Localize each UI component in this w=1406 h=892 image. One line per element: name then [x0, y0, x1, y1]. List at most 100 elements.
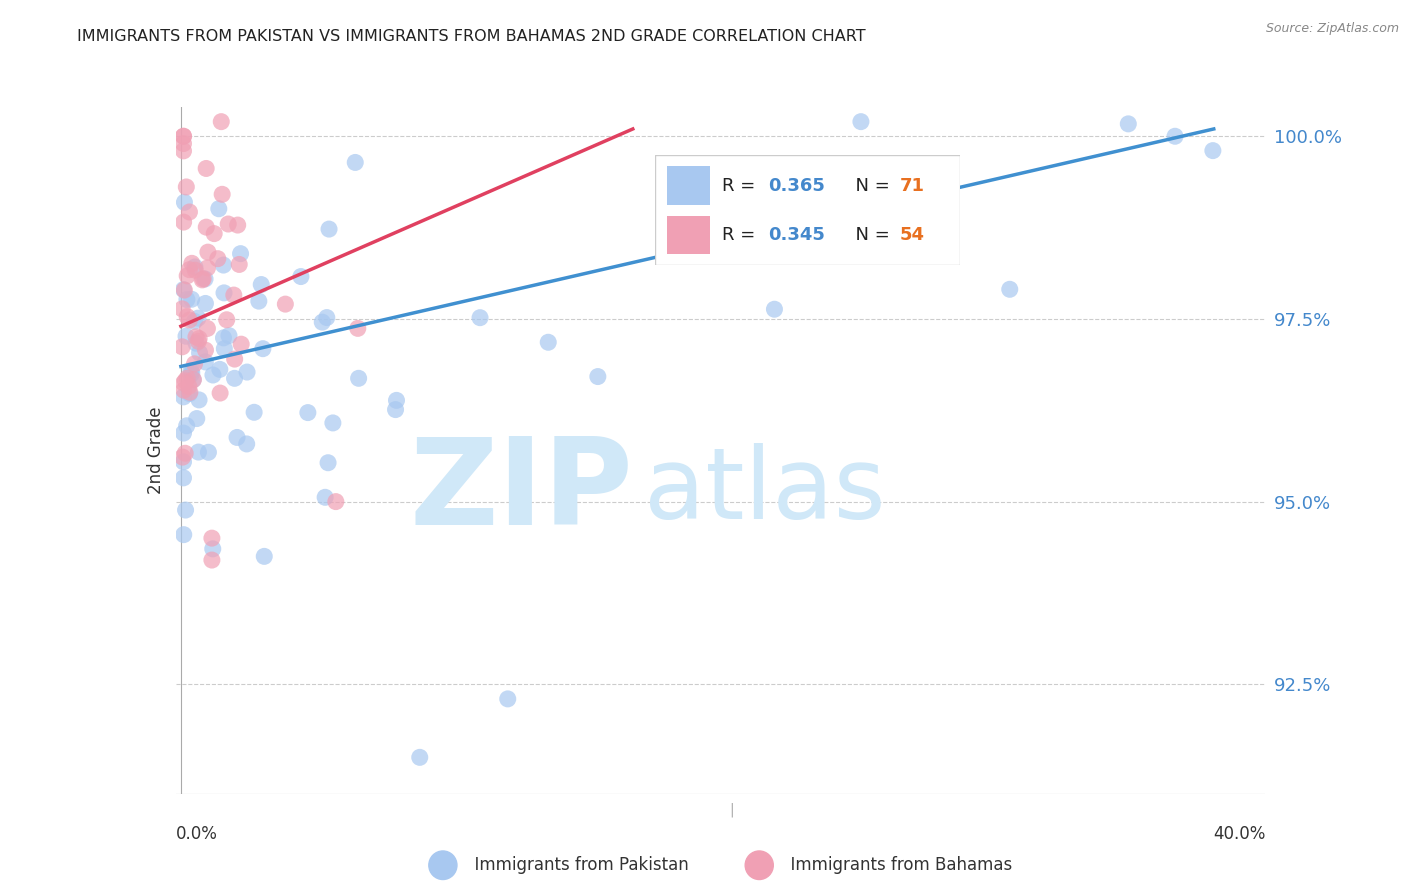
Point: [195, 220, 218, 235]
Point: [188, 392, 211, 407]
Point: [1116, 117, 1139, 131]
Text: atlas: atlas: [644, 443, 886, 541]
Point: [228, 257, 250, 271]
Point: [496, 692, 519, 706]
Point: [181, 373, 204, 387]
Point: [184, 330, 207, 344]
Text: IMMIGRANTS FROM PAKISTAN VS IMMIGRANTS FROM BAHAMAS 2ND GRADE CORRELATION CHART: IMMIGRANTS FROM PAKISTAN VS IMMIGRANTS F…: [77, 29, 866, 44]
Point: [763, 302, 786, 317]
Text: 71: 71: [900, 177, 924, 194]
Point: [231, 337, 253, 351]
Point: [222, 288, 245, 302]
Point: [250, 277, 273, 292]
Point: [179, 205, 201, 219]
Point: [176, 180, 198, 194]
Point: [209, 386, 232, 401]
Point: [201, 541, 224, 556]
Text: R =: R =: [723, 227, 761, 244]
Point: [252, 342, 274, 356]
Text: 40.0%: 40.0%: [1213, 825, 1265, 843]
Ellipse shape: [745, 851, 773, 880]
Point: [253, 549, 276, 564]
Point: [537, 335, 560, 350]
Text: 0.345: 0.345: [768, 227, 825, 244]
Point: [409, 750, 432, 764]
Point: [184, 336, 207, 351]
Point: [347, 371, 370, 385]
Point: [217, 217, 239, 231]
Point: [201, 553, 224, 567]
Point: [187, 334, 209, 349]
Point: [180, 368, 202, 382]
Point: [197, 245, 219, 260]
Point: [274, 297, 297, 311]
Text: Immigrants from Pakistan: Immigrants from Pakistan: [464, 856, 689, 874]
Point: [346, 321, 368, 335]
Point: [173, 129, 195, 144]
Point: [173, 426, 195, 441]
Point: [173, 129, 195, 144]
Point: [236, 365, 259, 379]
Text: 0.0%: 0.0%: [176, 825, 218, 843]
Point: [212, 258, 235, 272]
Point: [180, 256, 202, 270]
Point: [1202, 144, 1225, 158]
Point: [172, 340, 194, 354]
Text: N =: N =: [845, 177, 896, 194]
Y-axis label: 2nd Grade: 2nd Grade: [146, 407, 165, 494]
Point: [208, 362, 231, 376]
Point: [311, 315, 333, 329]
Point: [183, 314, 205, 328]
Point: [173, 144, 195, 158]
FancyBboxPatch shape: [655, 155, 960, 265]
Point: [224, 371, 246, 385]
Text: Immigrants from Bahamas: Immigrants from Bahamas: [780, 856, 1012, 874]
Point: [201, 368, 224, 382]
Point: [173, 136, 195, 151]
Point: [235, 437, 257, 451]
Point: [226, 218, 249, 232]
Point: [197, 260, 219, 275]
Point: [194, 272, 217, 286]
Point: [194, 296, 217, 310]
Point: [184, 260, 207, 274]
Point: [174, 446, 197, 460]
Point: [194, 343, 217, 358]
Point: [173, 283, 195, 297]
Point: [211, 187, 233, 202]
Point: [315, 310, 337, 325]
Point: [290, 269, 312, 284]
Point: [186, 411, 208, 425]
Text: |: |: [728, 803, 734, 817]
Point: [201, 531, 224, 545]
Point: [384, 402, 406, 417]
Point: [193, 272, 215, 286]
Point: [197, 445, 219, 459]
Point: [208, 202, 231, 216]
Point: [176, 418, 198, 433]
Point: [174, 503, 197, 517]
Point: [173, 376, 195, 390]
Point: [197, 321, 219, 335]
Point: [180, 292, 202, 306]
Point: [173, 455, 195, 469]
Point: [194, 355, 217, 369]
Point: [214, 342, 236, 356]
Point: [212, 331, 235, 345]
Point: [173, 527, 195, 541]
Point: [297, 406, 319, 420]
Point: [187, 445, 209, 459]
Point: [172, 450, 194, 464]
FancyBboxPatch shape: [668, 166, 710, 204]
Text: ZIP: ZIP: [409, 434, 633, 550]
Point: [177, 379, 200, 393]
Text: 0.365: 0.365: [768, 177, 825, 194]
Point: [176, 310, 198, 324]
Point: [195, 161, 218, 176]
Point: [179, 262, 201, 277]
Point: [202, 227, 225, 241]
Ellipse shape: [429, 851, 457, 880]
Point: [229, 246, 252, 260]
Point: [188, 346, 211, 360]
Point: [187, 311, 209, 326]
